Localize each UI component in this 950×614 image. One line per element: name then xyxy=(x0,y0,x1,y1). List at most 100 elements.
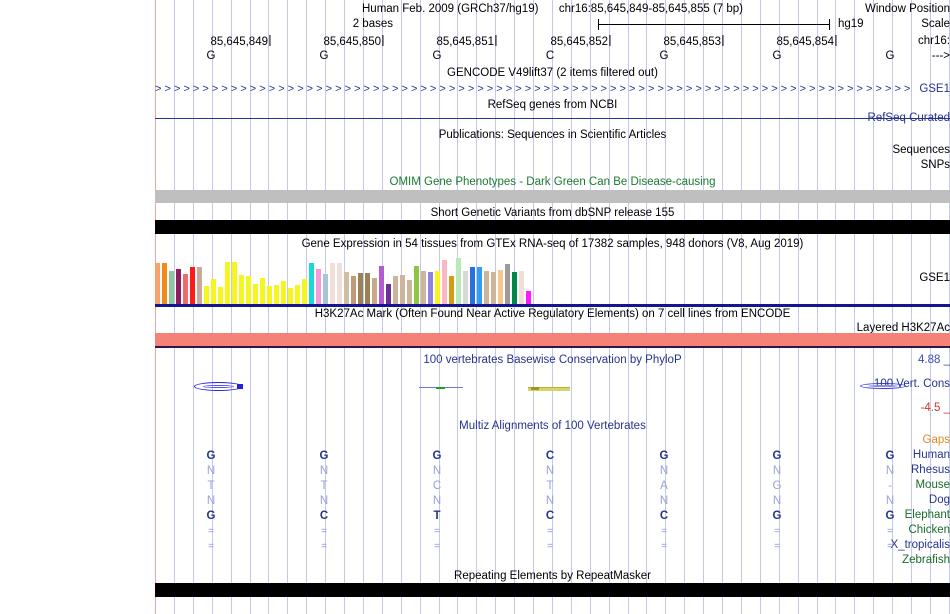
gtex-tissue-bar[interactable] xyxy=(470,267,475,304)
gtex-tissue-bar[interactable] xyxy=(288,288,293,304)
species-label[interactable]: Human xyxy=(912,449,950,461)
species-row-chicken[interactable]: Chicken xyxy=(0,524,950,537)
species-row-dog[interactable]: Dog xyxy=(0,494,950,507)
gtex-label-row[interactable]: GSE1 xyxy=(0,272,950,285)
gtex-tissue-bar[interactable] xyxy=(190,267,195,304)
gencode-center-title[interactable]: GENCODE V49lift37 (2 items filtered out) xyxy=(447,67,658,79)
conservation-plot[interactable] xyxy=(155,356,950,414)
publications-snps-row[interactable]: SNPs xyxy=(0,159,950,172)
conservation-center-title[interactable]: 100 vertebrates Basewise Conservation by… xyxy=(423,354,682,366)
species-row-rhesus[interactable]: Rhesus xyxy=(0,464,950,477)
gtex-tissue-bar[interactable] xyxy=(365,272,370,304)
ruler-row[interactable]: chr16: 85,645,849 85,645,850 85,645,851 85,… xyxy=(0,35,950,50)
species-row-mouse[interactable]: Mouse xyxy=(0,479,950,492)
gaps-row[interactable]: Gaps xyxy=(0,434,950,447)
gtex-tissue-bar[interactable] xyxy=(253,283,258,304)
gtex-label[interactable]: GSE1 xyxy=(919,272,950,284)
gtex-tissue-bar[interactable] xyxy=(246,276,251,304)
h3k27ac-center-title[interactable]: H3K27Ac Mark (Often Found Near Active Re… xyxy=(314,308,791,320)
gtex-tissue-bar[interactable] xyxy=(484,270,489,304)
gtex-tissue-bar[interactable] xyxy=(169,270,174,304)
gtex-tissue-bar[interactable] xyxy=(463,270,468,304)
gtex-tissue-bar[interactable] xyxy=(386,283,391,304)
gtex-tissue-bar[interactable] xyxy=(456,257,461,304)
species-row-human[interactable]: Human xyxy=(0,449,950,462)
gtex-tissue-bar[interactable] xyxy=(435,270,440,304)
gtex-tissue-bar[interactable] xyxy=(498,269,503,304)
gtex-tissue-bar[interactable] xyxy=(379,266,384,304)
dbsnp-variant-band[interactable] xyxy=(155,220,950,234)
gtex-tissue-bar[interactable] xyxy=(176,268,181,304)
multiz-center-title[interactable]: Multiz Alignments of 100 Vertebrates xyxy=(459,420,646,432)
gtex-tissue-bar[interactable] xyxy=(211,279,216,304)
repeatmasker-center-title[interactable]: Repeating Elements by RepeatMasker xyxy=(454,570,651,582)
h3k27ac-label-row[interactable]: Layered H3K27Ac xyxy=(0,322,950,335)
gtex-tissue-bar[interactable] xyxy=(183,273,188,304)
gtex-tissue-bar[interactable] xyxy=(281,280,286,304)
gtex-tissue-bar[interactable] xyxy=(477,267,482,304)
species-label[interactable]: Zebrafish xyxy=(902,554,950,566)
gtex-tissue-bar[interactable] xyxy=(449,276,454,304)
gtex-tissue-bar[interactable] xyxy=(155,263,160,304)
gtex-tissue-bar[interactable] xyxy=(519,270,524,304)
gtex-tissue-bar[interactable] xyxy=(407,280,412,304)
gtex-tissue-bar[interactable] xyxy=(302,279,307,304)
repeatmasker-band[interactable] xyxy=(155,583,950,597)
sequences-label[interactable]: Sequences xyxy=(892,144,950,156)
gtex-tissue-bar[interactable] xyxy=(323,273,328,304)
species-row-x_tropicalis[interactable]: X_tropicalis xyxy=(0,539,950,552)
gtex-tissue-bar[interactable] xyxy=(428,271,433,304)
species-label[interactable]: Elephant xyxy=(904,509,950,521)
gtex-tissue-bar[interactable] xyxy=(316,268,321,304)
gene-strand-arrows[interactable]: > > > > > > > > > > > > > > > > > > > > … xyxy=(155,83,911,95)
gtex-tissue-bar[interactable] xyxy=(442,259,447,304)
gtex-tissue-bar[interactable] xyxy=(344,271,349,304)
dbsnp-center-title[interactable]: Short Genetic Variants from dbSNP releas… xyxy=(430,207,675,219)
gtex-tissue-bar[interactable] xyxy=(295,284,300,304)
gtex-tissue-bar[interactable] xyxy=(337,263,342,304)
gtex-tissue-bar[interactable] xyxy=(526,291,531,304)
h3k27ac-signal-band[interactable] xyxy=(155,333,950,346)
gtex-tissue-bar[interactable] xyxy=(197,267,202,304)
omim-center-title[interactable]: OMIM Gene Phenotypes - Dark Green Can Be… xyxy=(389,176,716,188)
gtex-tissue-bar[interactable] xyxy=(260,278,265,304)
gtex-tissue-bar[interactable] xyxy=(225,261,230,304)
publications-sequences-row[interactable]: Sequences xyxy=(0,144,950,157)
gtex-tissue-bar[interactable] xyxy=(414,266,419,304)
refseq-center-title[interactable]: RefSeq genes from NCBI xyxy=(487,99,618,111)
gtex-tissue-bar[interactable] xyxy=(400,275,405,304)
gtex-tissue-bar[interactable] xyxy=(232,261,237,304)
species-label[interactable]: Rhesus xyxy=(911,464,950,476)
gtex-tissue-bar[interactable] xyxy=(372,278,377,304)
gtex-tissue-bar[interactable] xyxy=(218,286,223,304)
publications-center-title[interactable]: Publications: Sequences in Scientific Ar… xyxy=(438,129,667,141)
gtex-tissue-bar[interactable] xyxy=(393,276,398,304)
h3k27ac-label[interactable]: Layered H3K27Ac xyxy=(856,322,950,334)
gtex-tissue-bar[interactable] xyxy=(267,285,272,304)
species-label[interactable]: Mouse xyxy=(915,479,950,491)
gtex-tissue-bar[interactable] xyxy=(358,272,363,304)
gtex-tissue-bar[interactable] xyxy=(512,271,517,304)
gtex-tissue-bar[interactable] xyxy=(239,274,244,304)
position-text[interactable]: chr16:85,645,849-85,645,855 (7 bp) xyxy=(558,3,743,15)
gtex-tissue-bar[interactable] xyxy=(274,284,279,304)
omim-track-row[interactable]: OMIM Genes xyxy=(0,190,950,203)
species-row-elephant[interactable]: Elephant xyxy=(0,509,950,522)
gencode-track-row[interactable]: GSE1 > > > > > > > > > > > > > > > > > >… xyxy=(0,83,950,96)
gtex-tissue-bar[interactable] xyxy=(351,276,356,304)
gtex-tissue-bar[interactable] xyxy=(162,263,167,304)
gtex-tissue-bar[interactable] xyxy=(491,271,496,304)
gaps-label[interactable]: Gaps xyxy=(922,434,950,446)
gtex-tissue-bar[interactable] xyxy=(505,264,510,304)
gencode-label[interactable]: GSE1 xyxy=(919,83,950,95)
omim-gene-band[interactable] xyxy=(155,190,950,203)
species-label[interactable]: Dog xyxy=(928,494,950,506)
gtex-tissue-bar[interactable] xyxy=(421,270,426,304)
species-label[interactable]: X_tropicalis xyxy=(890,539,950,551)
gtex-tissue-bar[interactable] xyxy=(204,285,209,304)
gtex-tissue-bar[interactable] xyxy=(330,263,335,304)
snps-label[interactable]: SNPs xyxy=(920,159,950,171)
gtex-center-title[interactable]: Gene Expression in 54 tissues from GTEx … xyxy=(301,238,804,250)
refseq-track-row[interactable]: RefSeq Curated xyxy=(0,112,950,125)
